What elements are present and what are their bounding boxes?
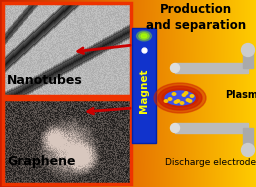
Ellipse shape: [182, 94, 186, 96]
Bar: [132, 28, 156, 143]
Bar: [175, 63, 248, 73]
Text: Nanotubes: Nanotubes: [7, 74, 83, 87]
Ellipse shape: [141, 34, 147, 38]
Ellipse shape: [174, 101, 178, 103]
Bar: [243, 50, 253, 68]
Text: Discharge electrodes: Discharge electrodes: [165, 158, 256, 167]
Bar: [3, 3, 131, 96]
Ellipse shape: [162, 89, 198, 107]
Ellipse shape: [172, 93, 176, 95]
Ellipse shape: [136, 31, 152, 41]
Ellipse shape: [180, 102, 184, 104]
Ellipse shape: [165, 91, 195, 105]
Ellipse shape: [186, 99, 190, 101]
Text: Graphene: Graphene: [7, 155, 76, 168]
Text: Plasma: Plasma: [225, 90, 256, 100]
Ellipse shape: [154, 83, 206, 113]
Ellipse shape: [139, 33, 149, 39]
Ellipse shape: [241, 143, 254, 157]
Ellipse shape: [170, 64, 179, 73]
Ellipse shape: [241, 44, 254, 56]
Text: Magnet: Magnet: [139, 68, 149, 113]
Ellipse shape: [164, 100, 168, 102]
Ellipse shape: [170, 123, 179, 133]
Bar: [243, 128, 253, 150]
Ellipse shape: [188, 100, 192, 102]
Ellipse shape: [190, 95, 194, 97]
Ellipse shape: [168, 98, 172, 100]
Ellipse shape: [158, 86, 202, 110]
Ellipse shape: [184, 92, 188, 94]
Text: Production
and separation: Production and separation: [146, 3, 246, 32]
Ellipse shape: [176, 100, 180, 102]
Bar: [3, 99, 131, 184]
Bar: [175, 123, 248, 133]
